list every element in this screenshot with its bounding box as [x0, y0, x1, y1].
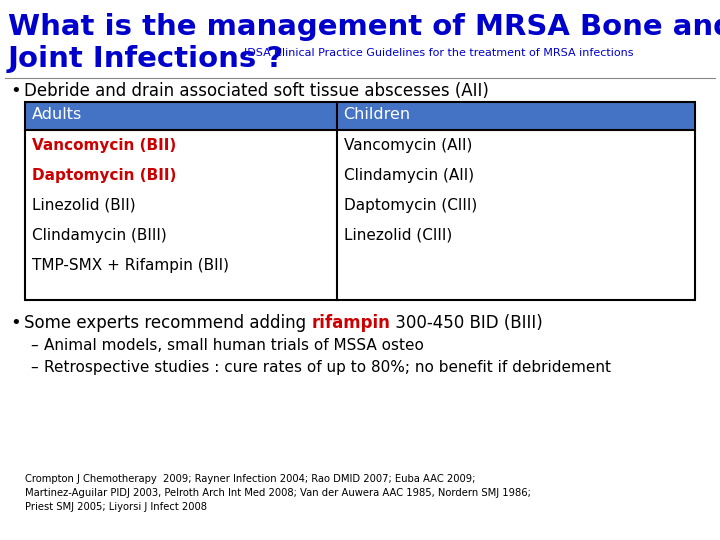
Text: TMP-SMX + Rifampin (BII): TMP-SMX + Rifampin (BII) — [32, 258, 229, 273]
Text: Daptomycin (CIII): Daptomycin (CIII) — [343, 198, 477, 213]
Text: IDSA Clinical Practice Guidelines for the treatment of MRSA infections: IDSA Clinical Practice Guidelines for th… — [244, 48, 634, 58]
Text: Clindamycin (AII): Clindamycin (AII) — [343, 168, 474, 183]
Bar — [25, 102, 695, 300]
Text: –: – — [30, 338, 37, 353]
Text: Crompton J Chemotherapy  2009; Rayner Infection 2004; Rao DMID 2007; Euba AAC 20: Crompton J Chemotherapy 2009; Rayner Inf… — [25, 474, 531, 512]
Bar — [25, 130, 695, 300]
Text: Joint Infections ?: Joint Infections ? — [8, 45, 284, 73]
Text: •: • — [10, 82, 21, 100]
Text: Debride and drain associated soft tissue abscesses (AII): Debride and drain associated soft tissue… — [24, 82, 489, 100]
Text: Linezolid (BII): Linezolid (BII) — [32, 198, 135, 213]
Text: 300-450 BID (BIII): 300-450 BID (BIII) — [390, 314, 543, 332]
Text: •: • — [10, 314, 21, 332]
Text: rifampin: rifampin — [311, 314, 390, 332]
Text: Vancomycin (BII): Vancomycin (BII) — [32, 138, 176, 153]
Text: Adults: Adults — [32, 107, 82, 122]
Text: Daptomycin (BII): Daptomycin (BII) — [32, 168, 176, 183]
Text: Vancomycin (AII): Vancomycin (AII) — [343, 138, 472, 153]
Text: Some experts recommend adding: Some experts recommend adding — [24, 314, 311, 332]
Text: Linezolid (CIII): Linezolid (CIII) — [343, 228, 452, 243]
Text: Animal models, small human trials of MSSA osteo: Animal models, small human trials of MSS… — [44, 338, 424, 353]
Bar — [25, 102, 695, 130]
Text: Clindamycin (BIII): Clindamycin (BIII) — [32, 228, 167, 243]
Text: What is the management of MRSA Bone and: What is the management of MRSA Bone and — [8, 13, 720, 41]
Text: –: – — [30, 360, 37, 375]
Text: Children: Children — [343, 107, 410, 122]
Text: Retrospective studies : cure rates of up to 80%; no benefit if debridement: Retrospective studies : cure rates of up… — [44, 360, 611, 375]
